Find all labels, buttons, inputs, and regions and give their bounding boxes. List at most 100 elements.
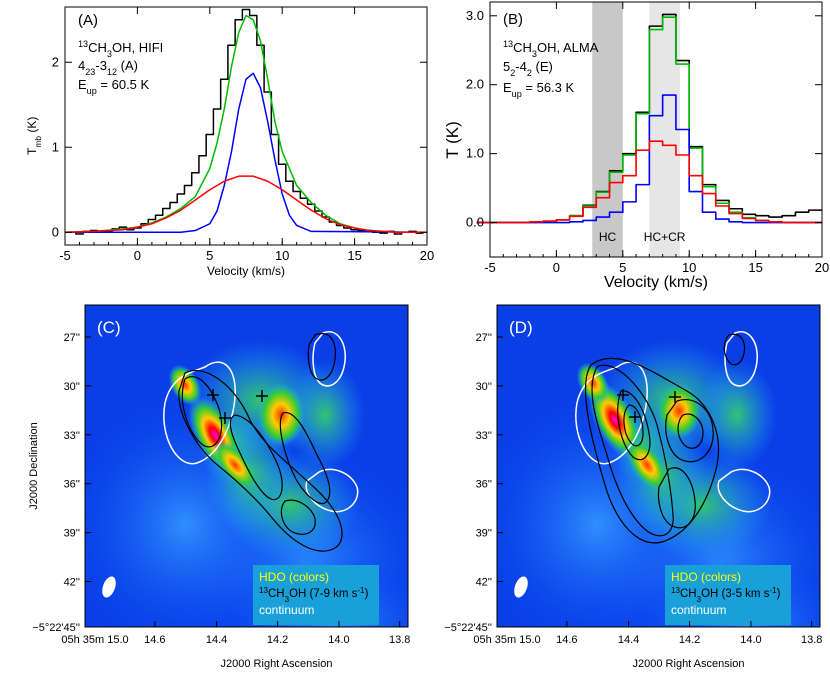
panel-b-annotation-1-part: 3	[532, 49, 537, 59]
panel-b-ytick-label: 0.0	[466, 215, 484, 230]
panel-c-legend-box	[253, 565, 379, 625]
panel-b-annotation-1-part: OH, ALMA	[537, 40, 599, 55]
panel-b-annotation-2-part: 2	[527, 68, 532, 78]
panel-a-background	[65, 7, 427, 245]
panel-d-frame	[496, 304, 821, 628]
panel-a-annotation-3: Eup = 60.5 K	[78, 77, 150, 96]
panel-a-xlabel: Velocity (km/s)	[207, 264, 285, 278]
panel-a-annotation-3-part: up	[87, 86, 97, 96]
panel-d-legend-methanol-part: OH (3-5 km s	[701, 588, 770, 600]
panel-d-source-cross-2	[669, 391, 681, 403]
panel-d-ytick-label: 42''	[476, 577, 492, 589]
panel-a-annotation-2: 423-312 (A)	[78, 58, 138, 77]
panel-b-series-3	[476, 140, 822, 224]
panel-b-xtick-label: 5	[619, 260, 626, 275]
panel-d-legend-methanol-part: )	[777, 588, 781, 600]
panel-b-annotation-2-part: -4	[515, 59, 527, 74]
panel-a-annotation-3-part: = 60.5 K	[97, 77, 150, 92]
panel-d-legend-box	[665, 565, 791, 625]
panel-b-xtick-label: 15	[748, 260, 762, 275]
panel-c-continuum-contour-0	[163, 361, 236, 465]
panel-c-panel: HDO (colors) 13CH3OH (7-9 km s-1)continuu…	[28, 304, 410, 670]
panel-c-image: HDO (colors) 13CH3OH (7-9 km s-1)continuu…	[85, 305, 408, 627]
panel-c-methanol-contour-1	[307, 333, 336, 381]
panel-c-green-1	[285, 360, 365, 470]
panel-d-green-1	[697, 360, 777, 470]
panel-b-annotation-3: Eup = 56.3 K	[503, 80, 575, 99]
panel-a-annotation-2-part: (A)	[117, 58, 138, 73]
panel-a-xtick-label: -5	[59, 248, 71, 263]
panel-c-methanol-contour-5	[279, 412, 331, 505]
panel-c-xtick-label: 14.4	[206, 634, 227, 646]
panel-c-xtick-first: 05h 35m 15.0	[61, 634, 128, 646]
panel-b-ytick-label: 2.0	[466, 77, 484, 92]
panel-a-ylabel-part: (K)	[25, 117, 39, 136]
panel-d-continuum-contour-2	[717, 468, 771, 513]
panel-d-xtick-label: 14.6	[556, 634, 577, 646]
panel-b-annotation-3-part: up	[512, 89, 522, 99]
panel-d-xlabel: J2000 Right Ascension	[633, 658, 745, 670]
panel-c-source-cross-1	[219, 412, 231, 424]
panel-a-label: (A)	[78, 12, 98, 29]
panel-d-xtick-label: 14.0	[740, 634, 761, 646]
panel-d-image: HDO (colors)13CH3OH (3-5 km s-1)continuu…	[497, 305, 820, 627]
panel-d-legend-methanol-part: -1	[769, 586, 777, 595]
panel-d-ytick-label: 39''	[476, 528, 492, 540]
panel-a-xtick-label: 20	[420, 248, 434, 263]
panel-d-legend-continuum: continuum	[671, 603, 726, 617]
panel-c-continuum-contour-1	[312, 330, 346, 387]
panel-b-annotation-1-part: 13	[503, 39, 513, 49]
panel-b-annotation-1-part: CH	[513, 40, 532, 55]
panel-c-beam-ellipse	[102, 576, 116, 598]
panel-b-panel: HC HC+CR -5 0 5 10 15 20 0.0 1.0 2.0 3.0 Velocity (k…	[443, 1, 829, 291]
panel-d-legend-methanol: 13CH3OH (3-5 km s-1)	[671, 586, 781, 604]
panel-c-xtick-label: 13.8	[389, 634, 410, 646]
panel-c-legend-methanol-part: 13	[259, 586, 268, 595]
panel-b-annotation-2-part: (E)	[532, 59, 553, 74]
panel-c-xtick-label: 14.0	[328, 634, 349, 646]
panel-c-methanol-contour-2	[229, 414, 283, 501]
panel-c-xlabel: J2000 Right Ascension	[221, 658, 333, 670]
panel-c-ylabel: J2000 Declination	[28, 422, 40, 509]
panel-c-legend-methanol-part: CH	[268, 588, 285, 600]
panel-c-blob-3	[212, 440, 258, 490]
panel-d-ytick-label: 30''	[476, 381, 492, 393]
panel-a-annotation-3-part: E	[78, 77, 87, 92]
panel-d-xtick-first: 05h 35m 15.0	[473, 634, 540, 646]
panel-c-legend-methanol-part: )	[365, 588, 369, 600]
panel-c-xtick-label: 14.2	[267, 634, 288, 646]
panel-b-xlabel: Velocity (km/s)	[604, 274, 708, 291]
panel-c-ytick-label: 36''	[64, 479, 80, 491]
panel-b-annotation-2-part: 2	[510, 68, 515, 78]
panel-d-continuum-contour-1	[724, 330, 758, 387]
panel-c-continuum-contour-2	[305, 468, 359, 513]
panel-c-ytick-first: −5°22'45''	[32, 622, 80, 634]
panel-c-xtick-label: 14.6	[144, 634, 165, 646]
panel-a-annotation-1: 13CH3OH, HIFI	[78, 39, 163, 59]
panel-b-series-2	[476, 94, 822, 224]
panel-a-xtick-label: 10	[275, 248, 289, 263]
panel-b-ylabel: T (K)	[443, 121, 462, 158]
panel-c-legend-hdo: HDO (colors)	[259, 570, 329, 584]
panel-b-xtick-label: -5	[484, 260, 496, 275]
panel-b-band-label: HC	[599, 230, 617, 244]
panel-c-ytick-label: 33''	[64, 430, 80, 442]
panel-a-ytick-label: 1	[52, 139, 59, 154]
panel-a-ytick-label: 2	[52, 54, 59, 69]
panel-b-band-1	[649, 2, 680, 257]
panel-b-ytick-label: 1.0	[466, 146, 484, 161]
panel-c-ytick-label: 42''	[64, 577, 80, 589]
panel-d-ytick-first: −5°22'45''	[444, 622, 492, 634]
panel-c-ytick-label: 39''	[64, 528, 80, 540]
panel-a-annotation-2-part: -3	[95, 58, 107, 73]
panel-c-legend-continuum: continuum	[259, 603, 314, 617]
panel-c-legend-methanol: 13CH3OH (7-9 km s-1)	[259, 586, 369, 604]
panel-a-ylabel-part: mb	[33, 136, 43, 148]
panel-b-xtick-label: 0	[553, 260, 560, 275]
panel-d-methanol-contour-6	[723, 333, 746, 366]
panel-b-band-label: HC+CR	[644, 230, 686, 244]
panel-c-blob-1	[257, 383, 305, 447]
panel-c-source-cross-2	[256, 390, 268, 402]
